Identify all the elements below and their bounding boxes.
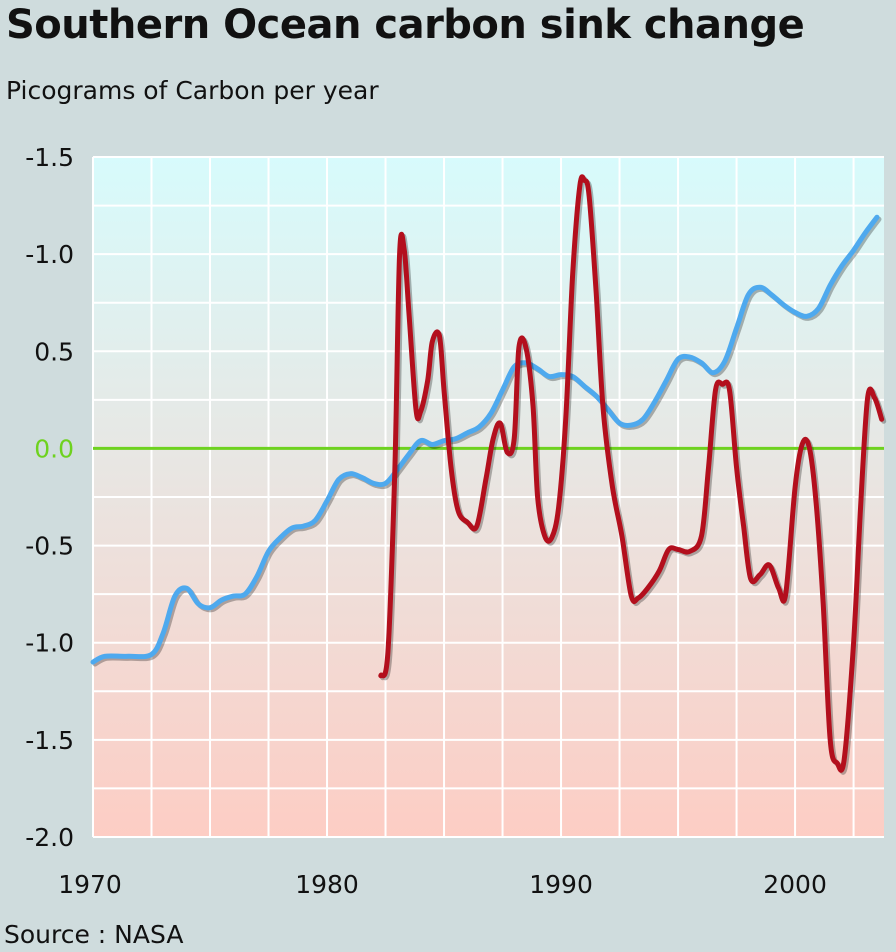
source-note: Source : NASA <box>4 920 184 949</box>
y-tick-label: -0.5 <box>25 532 74 561</box>
chart-subtitle: Picograms of Carbon per year <box>6 76 379 105</box>
y-tick-label: -1.0 <box>25 240 74 269</box>
series-blue-line-shadow <box>92 216 882 667</box>
x-tick-label: 2000 <box>763 870 827 899</box>
y-tick-label: -1.0 <box>25 629 74 658</box>
x-tick-label: 1970 <box>58 870 122 899</box>
y-tick-label: 0.0 <box>34 434 74 463</box>
y-axis-ticks: -1.5 -1.0 0.5 0.0 -0.5 -1.0 -1.5 -2.0 <box>25 143 74 852</box>
series-blue-line <box>90 214 880 665</box>
y-tick-label: -1.5 <box>25 143 74 172</box>
x-tick-label: 1980 <box>295 870 359 899</box>
x-tick-label: 1990 <box>529 870 593 899</box>
y-tick-label: -1.5 <box>25 726 74 755</box>
chart-title: Southern Ocean carbon sink change <box>6 2 805 48</box>
y-tick-label: 0.5 <box>34 337 74 366</box>
x-axis-ticks: 1970 1980 1990 2000 <box>58 870 827 899</box>
series-lines <box>90 174 887 775</box>
y-tick-label: -2.0 <box>25 823 74 852</box>
series-red-line <box>378 174 885 773</box>
